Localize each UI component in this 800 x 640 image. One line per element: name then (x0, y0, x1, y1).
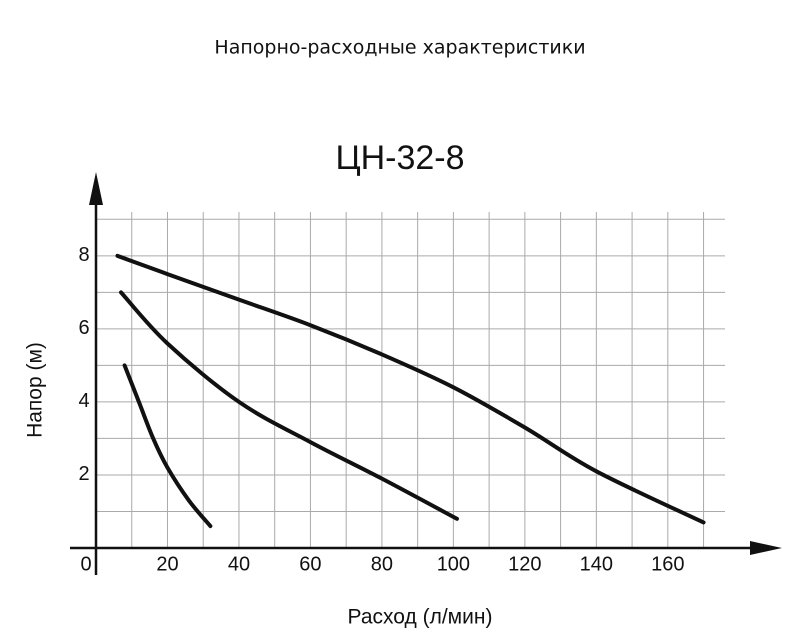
x-tick-label: 80 (371, 553, 393, 575)
x-tick-label: 40 (228, 553, 250, 575)
x-tick-label: 140 (580, 553, 613, 575)
x-tick-label: 100 (437, 553, 470, 575)
y-tick-label: 8 (78, 244, 89, 266)
chart-subtitle: ЦН-32-8 (335, 139, 464, 177)
curve (115, 253, 706, 525)
x-tick-label: 60 (299, 553, 321, 575)
x-tick-label: 20 (156, 553, 178, 575)
curve (122, 363, 213, 529)
y-axis-arrow (89, 172, 103, 205)
x-tick-label: 0 (80, 553, 91, 575)
x-axis-arrow (750, 541, 782, 555)
y-tick-label: 6 (78, 317, 89, 339)
x-tick-label: 160 (651, 553, 684, 575)
y-tick-label: 4 (78, 390, 89, 412)
y-tick-label: 2 (78, 463, 89, 485)
x-tick-label: 120 (508, 553, 541, 575)
chart-title: Напорно-расходные характеристики (214, 37, 585, 59)
y-axis-label: Напор (м) (24, 342, 47, 438)
curve (119, 290, 459, 521)
grid (96, 212, 725, 548)
x-axis-label: Расход (л/мин) (348, 606, 493, 629)
